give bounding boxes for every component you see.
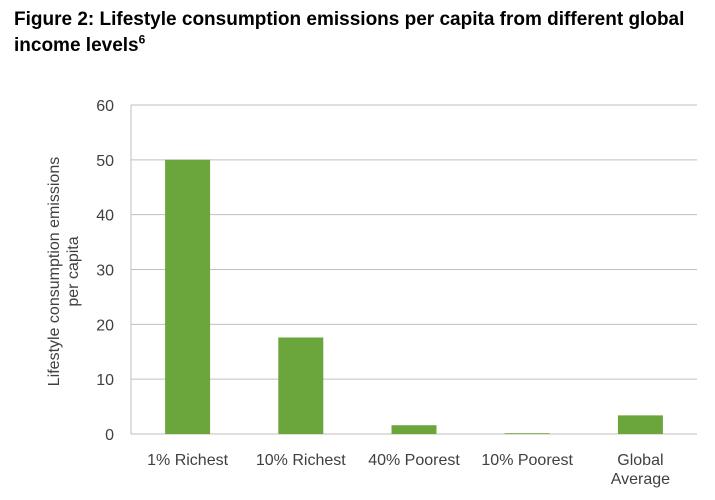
y-axis-title-line: Lifestyle consumption emissions: [46, 157, 63, 386]
x-category-label: 10% Poorest: [481, 452, 573, 469]
x-category-label-line: Average: [611, 471, 670, 488]
figure-title: Figure 2: Lifestyle consumption emission…: [14, 7, 704, 59]
x-axis-labels: 1% Richest 10% Richest 40% Poorest 10% Poor…: [147, 452, 670, 488]
y-tick-label: 50: [96, 153, 114, 170]
bars: [165, 159, 663, 435]
x-category-label-line: 10% Poorest: [481, 452, 573, 469]
bar: [278, 337, 324, 434]
y-tick-label: 60: [96, 98, 114, 115]
x-category-label: 40% Poorest: [368, 452, 460, 469]
x-category-label-line: 1% Richest: [147, 452, 228, 469]
figure-title-text: Figure 2: Lifestyle consumption emission…: [14, 9, 685, 56]
y-tick-label: 0: [105, 427, 114, 444]
x-category-label: 1% Richest: [147, 452, 228, 469]
x-category-label: 10% Richest: [256, 452, 346, 469]
y-axis-title-line: per capita: [65, 236, 82, 306]
x-category-label-line: 10% Richest: [256, 452, 346, 469]
bar: [617, 415, 663, 434]
footnote-marker: 6: [138, 32, 146, 47]
y-axis-title: Lifestyle consumption emissions per capit…: [46, 157, 82, 386]
y-tick-label: 10: [96, 372, 114, 389]
y-tick-label: 30: [96, 263, 114, 280]
bar: [504, 433, 550, 434]
y-axis-title: Lifestyle consumption emissions per capit…: [46, 157, 82, 386]
gridlines: [130, 104, 697, 435]
y-tick-label: 40: [96, 208, 114, 225]
x-category-label-line: Global: [617, 452, 663, 469]
y-axis-ticks: 0 10 20 30 40 50 60: [96, 98, 114, 444]
x-category-label: Global Average: [611, 452, 670, 488]
x-category-label-line: 40% Poorest: [368, 452, 460, 469]
bar: [165, 159, 211, 435]
y-tick-label: 20: [96, 317, 114, 334]
bar: [391, 425, 437, 434]
